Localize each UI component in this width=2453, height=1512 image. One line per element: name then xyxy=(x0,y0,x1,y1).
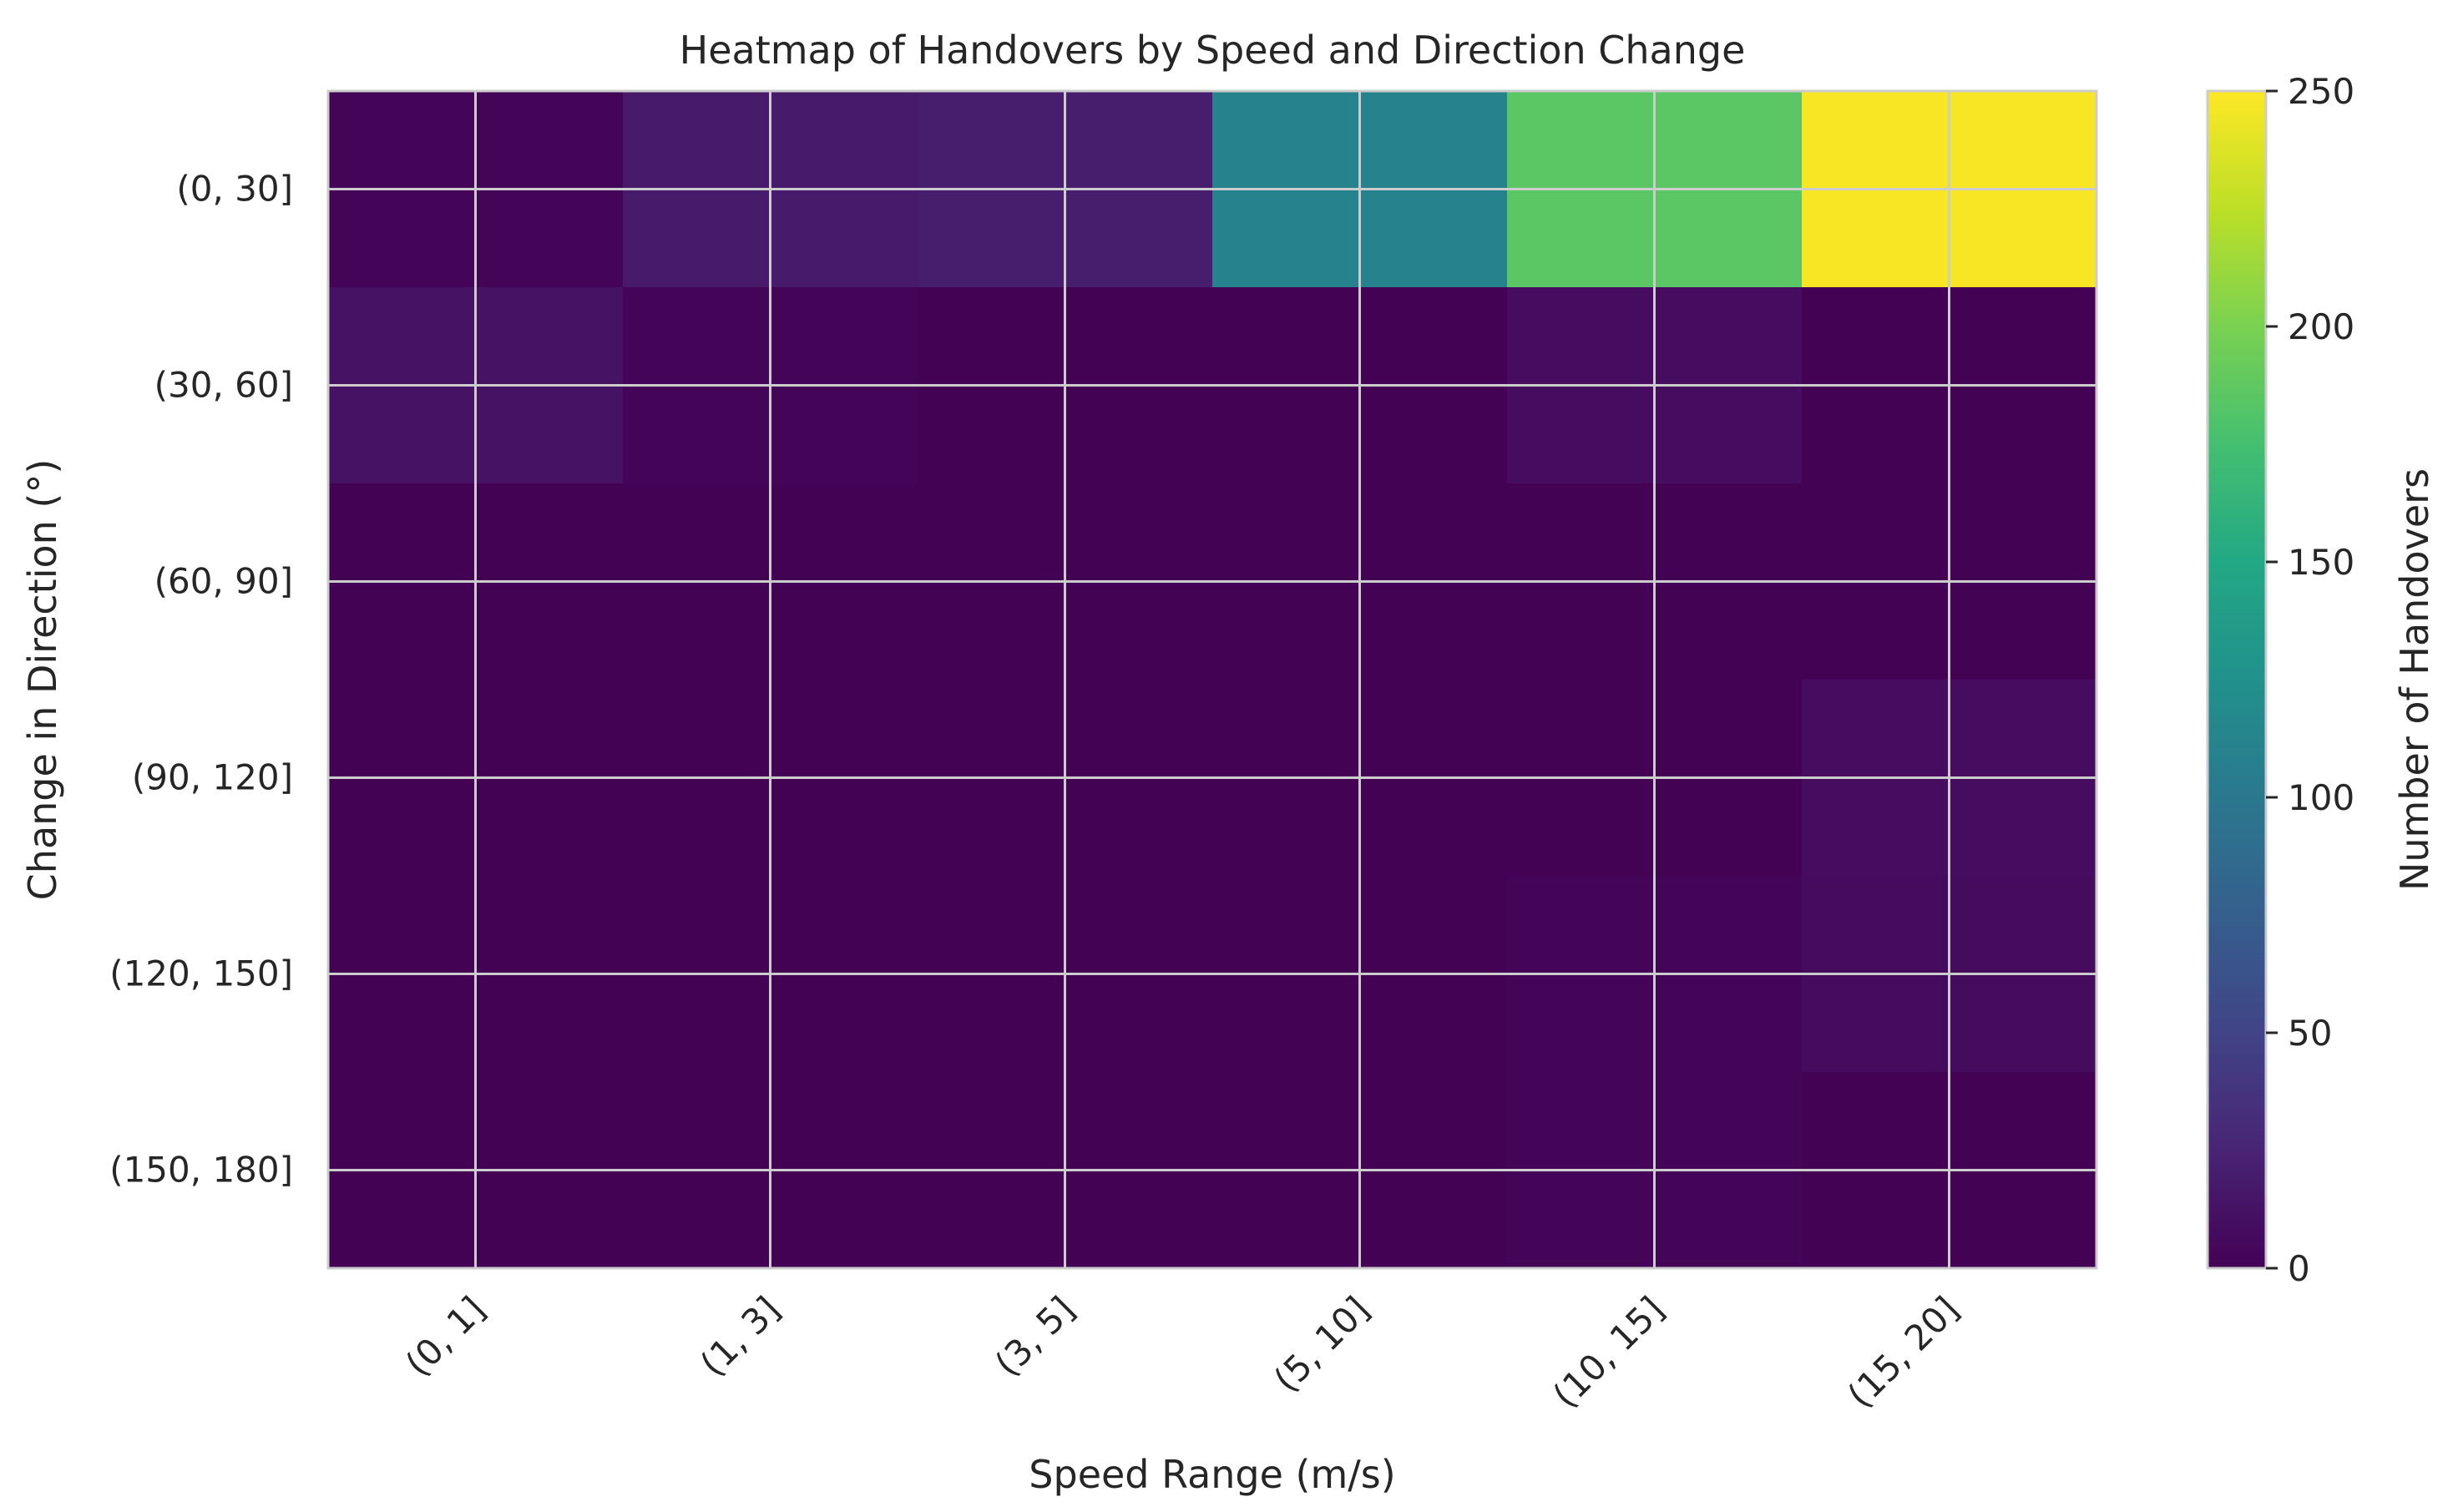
colorbar-tick-label: 50 xyxy=(2288,1013,2332,1054)
colorbar-tick-label: 150 xyxy=(2288,542,2354,583)
x-tick-label: (10, 15] xyxy=(1545,1288,1672,1415)
x-tick-label: (5, 10] xyxy=(1266,1288,1377,1399)
colorbar-tick-label: 100 xyxy=(2288,777,2354,818)
colorbar-label: Number of Handovers xyxy=(2392,468,2437,891)
x-tick-label: (3, 5] xyxy=(987,1288,1082,1383)
x-tick-label: (0, 1] xyxy=(397,1288,493,1383)
colorbar-tick-label: 200 xyxy=(2288,306,2354,347)
y-tick-label: (150, 180] xyxy=(109,1150,293,1191)
colorbar-ticks: 0 50 100 150 200 250 xyxy=(2266,71,2354,1289)
plot-frame xyxy=(326,89,2098,1270)
heatmap-cells xyxy=(328,91,2097,1269)
y-axis-label: Change in Direction (°) xyxy=(20,459,65,901)
x-tick-label: (1, 3] xyxy=(692,1288,787,1383)
y-tick-label: (90, 120] xyxy=(132,757,293,798)
y-tick-label: (30, 60] xyxy=(154,365,293,406)
heatmap-grid xyxy=(328,91,2096,1268)
chart-title: Heatmap of Handovers by Speed and Direct… xyxy=(680,28,1746,73)
y-tick-label: (120, 150] xyxy=(109,953,293,994)
y-tick-labels: (0, 30] (30, 60] (60, 90] (90, 120] (120, 15… xyxy=(109,169,293,1191)
x-tick-label: (15, 20] xyxy=(1839,1288,1966,1415)
x-axis-label: Speed Range (m/s) xyxy=(1029,1452,1395,1497)
colorbar xyxy=(2206,89,2268,1270)
y-tick-label: (60, 90] xyxy=(154,561,293,602)
y-tick-label: (0, 30] xyxy=(176,169,293,210)
colorbar-tick-label: 0 xyxy=(2288,1248,2310,1289)
colorbar-tick-label: 250 xyxy=(2288,71,2354,112)
x-tick-labels: (0, 1] (1, 3] (3, 5] (5, 10] (10, 15] (15, 20… xyxy=(397,1288,1966,1415)
